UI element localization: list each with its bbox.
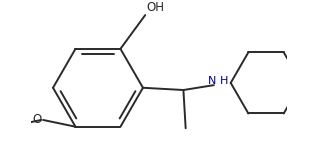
Text: OH: OH (146, 1, 164, 14)
Text: H: H (220, 76, 229, 86)
Text: N: N (208, 76, 217, 86)
Text: O: O (32, 113, 42, 126)
